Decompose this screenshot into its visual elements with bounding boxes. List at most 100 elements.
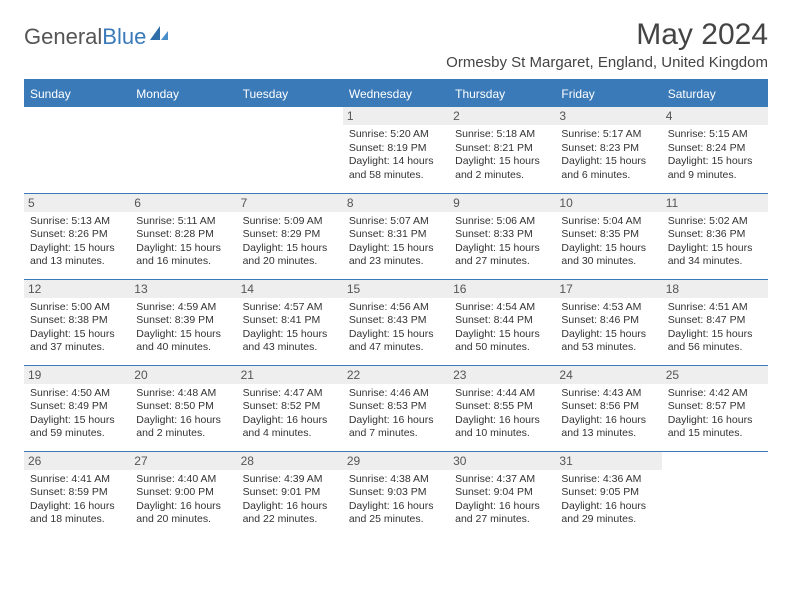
- sunset-line: Sunset: 8:21 PM: [455, 142, 549, 156]
- calendar-cell: 16Sunrise: 4:54 AMSunset: 8:44 PMDayligh…: [449, 279, 555, 365]
- logo-part2: Blue: [102, 24, 146, 49]
- day-number: 3: [555, 107, 661, 125]
- sail-icon: [148, 24, 170, 49]
- daylight-line: Daylight: 16 hours and 7 minutes.: [349, 414, 443, 441]
- daylight-line: Daylight: 15 hours and 59 minutes.: [30, 414, 124, 441]
- calendar-cell: 18 Sunrise: 4:51 AMSunset: 8:47 PMDayligh…: [662, 279, 768, 365]
- sunrise-line: Sunrise: 4:44 AM: [455, 387, 549, 401]
- logo: GeneralBlue: [24, 24, 170, 50]
- daylight-line: Daylight: 15 hours and 34 minutes.: [668, 242, 762, 269]
- calendar-table: SundayMondayTuesdayWednesdayThursdayFrid…: [24, 81, 768, 537]
- sunset-line: Sunset: 8:26 PM: [30, 228, 124, 242]
- calendar-row: 19Sunrise: 4:50 AMSunset: 8:49 PMDayligh…: [24, 365, 768, 451]
- sunset-line: Sunset: 9:00 PM: [136, 486, 230, 500]
- day-number: 9: [449, 194, 555, 212]
- day-number: 10: [555, 194, 661, 212]
- sunrise-line: Sunrise: 4:51 AM: [668, 301, 762, 315]
- day-number: 25: [662, 366, 768, 384]
- sunrise-line: Sunrise: 4:50 AM: [30, 387, 124, 401]
- sunrise-line: Sunrise: 5:07 AM: [349, 215, 443, 229]
- sunset-line: Sunset: 8:19 PM: [349, 142, 443, 156]
- calendar-cell: 7Sunrise: 5:09 AMSunset: 8:29 PMDaylight…: [237, 193, 343, 279]
- day-number: 18: [662, 280, 768, 298]
- sunrise-line: Sunrise: 5:15 AM: [668, 128, 762, 142]
- day-number: 1: [343, 107, 449, 125]
- day-number: 13: [130, 280, 236, 298]
- daylight-line: Daylight: 15 hours and 53 minutes.: [561, 328, 655, 355]
- calendar-row: 26Sunrise: 4:41 AMSunset: 8:59 PMDayligh…: [24, 451, 768, 537]
- day-number: 31: [555, 452, 661, 470]
- daylight-line: Daylight: 15 hours and 13 minutes.: [30, 242, 124, 269]
- sunrise-line: Sunrise: 4:57 AM: [243, 301, 337, 315]
- day-number: 24: [555, 366, 661, 384]
- sunrise-line: Sunrise: 5:00 AM: [30, 301, 124, 315]
- sunset-line: Sunset: 8:31 PM: [349, 228, 443, 242]
- sunrise-line: Sunrise: 5:17 AM: [561, 128, 655, 142]
- sunrise-line: Sunrise: 4:54 AM: [455, 301, 549, 315]
- daylight-line: Daylight: 15 hours and 6 minutes.: [561, 155, 655, 182]
- sunset-line: Sunset: 9:03 PM: [349, 486, 443, 500]
- location: Ormesby St Margaret, England, United Kin…: [446, 54, 768, 71]
- title-block: May 2024 Ormesby St Margaret, England, U…: [446, 18, 768, 71]
- calendar-cell: [130, 107, 236, 193]
- sunrise-line: Sunrise: 4:40 AM: [136, 473, 230, 487]
- calendar-cell: 23Sunrise: 4:44 AMSunset: 8:55 PMDayligh…: [449, 365, 555, 451]
- sunset-line: Sunset: 8:23 PM: [561, 142, 655, 156]
- sunset-line: Sunset: 9:01 PM: [243, 486, 337, 500]
- day-number: 20: [130, 366, 236, 384]
- calendar-row: 5Sunrise: 5:13 AMSunset: 8:26 PMDaylight…: [24, 193, 768, 279]
- sunrise-line: Sunrise: 4:43 AM: [561, 387, 655, 401]
- sunset-line: Sunset: 8:35 PM: [561, 228, 655, 242]
- daylight-line: Daylight: 15 hours and 9 minutes.: [668, 155, 762, 182]
- calendar-cell: 11Sunrise: 5:02 AMSunset: 8:36 PMDayligh…: [662, 193, 768, 279]
- sunset-line: Sunset: 8:38 PM: [30, 314, 124, 328]
- sunrise-line: Sunrise: 4:59 AM: [136, 301, 230, 315]
- day-header: Monday: [130, 81, 236, 107]
- sunset-line: Sunset: 8:29 PM: [243, 228, 337, 242]
- calendar-cell: 26Sunrise: 4:41 AMSunset: 8:59 PMDayligh…: [24, 451, 130, 537]
- calendar-cell: 13Sunrise: 4:59 AMSunset: 8:39 PMDayligh…: [130, 279, 236, 365]
- day-number: 22: [343, 366, 449, 384]
- day-number: 30: [449, 452, 555, 470]
- daylight-line: Daylight: 15 hours and 56 minutes.: [668, 328, 762, 355]
- daylight-line: Daylight: 16 hours and 20 minutes.: [136, 500, 230, 527]
- calendar-cell: 28Sunrise: 4:39 AMSunset: 9:01 PMDayligh…: [237, 451, 343, 537]
- day-number: 15: [343, 280, 449, 298]
- sunrise-line: Sunrise: 4:36 AM: [561, 473, 655, 487]
- sunset-line: Sunset: 8:49 PM: [30, 400, 124, 414]
- sunset-line: Sunset: 8:50 PM: [136, 400, 230, 414]
- sunrise-line: Sunrise: 4:42 AM: [668, 387, 762, 401]
- daylight-line: Daylight: 16 hours and 22 minutes.: [243, 500, 337, 527]
- calendar-cell: 3 Sunrise: 5:17 AMSunset: 8:23 PMDaylight…: [555, 107, 661, 193]
- day-number: 7: [237, 194, 343, 212]
- sunset-line: Sunset: 8:56 PM: [561, 400, 655, 414]
- sunrise-line: Sunrise: 5:18 AM: [455, 128, 549, 142]
- sunset-line: Sunset: 8:24 PM: [668, 142, 762, 156]
- sunset-line: Sunset: 8:52 PM: [243, 400, 337, 414]
- daylight-line: Daylight: 15 hours and 20 minutes.: [243, 242, 337, 269]
- day-number: 21: [237, 366, 343, 384]
- sunrise-line: Sunrise: 4:56 AM: [349, 301, 443, 315]
- sunrise-line: Sunrise: 5:20 AM: [349, 128, 443, 142]
- sunset-line: Sunset: 8:36 PM: [668, 228, 762, 242]
- calendar-cell: 5Sunrise: 5:13 AMSunset: 8:26 PMDaylight…: [24, 193, 130, 279]
- calendar-cell: 1Sunrise: 5:20 AMSunset: 8:19 PMDaylight…: [343, 107, 449, 193]
- daylight-line: Daylight: 15 hours and 40 minutes.: [136, 328, 230, 355]
- daylight-line: Daylight: 16 hours and 13 minutes.: [561, 414, 655, 441]
- logo-part1: General: [24, 24, 102, 49]
- sunset-line: Sunset: 8:57 PM: [668, 400, 762, 414]
- day-number: 17: [555, 280, 661, 298]
- calendar-body: 1 Sunrise: 5:20 AMSunset: 8:19 PM Daylight…: [24, 107, 768, 537]
- calendar-cell: 17Sunrise: 4:53 AMSunset: 8:46 PMDayligh…: [555, 279, 661, 365]
- daylight-line: Daylight: 16 hours and 25 minutes.: [349, 500, 443, 527]
- sunrise-line: Sunrise: 5:02 AM: [668, 215, 762, 229]
- calendar-row: 1 Sunrise: 5:20 AMSunset: 8:19 PM Daylight…: [24, 107, 768, 193]
- day-number: 23: [449, 366, 555, 384]
- sunrise-line: Sunrise: 4:37 AM: [455, 473, 549, 487]
- sunset-line: Sunset: 8:47 PM: [668, 314, 762, 328]
- day-header: Tuesday: [237, 81, 343, 107]
- daylight-line: Daylight: 16 hours and 15 minutes.: [668, 414, 762, 441]
- daylight-line: Daylight: 15 hours and 23 minutes.: [349, 242, 443, 269]
- sunrise-line: Sunrise: 4:47 AM: [243, 387, 337, 401]
- day-header: Sunday: [24, 81, 130, 107]
